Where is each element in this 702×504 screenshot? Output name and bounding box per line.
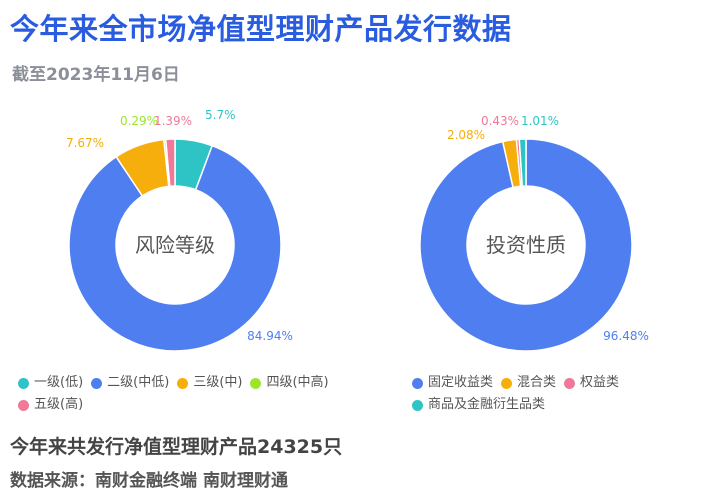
legend-item-0-2[interactable]: 三级(中) (177, 372, 242, 394)
legend-item-0-0[interactable]: 一级(低) (18, 372, 83, 394)
donut-slice-1-0 (419, 138, 633, 352)
source-label: 数据来源： (10, 471, 95, 491)
legend-dot-icon (91, 377, 103, 389)
legend-dot-icon (18, 399, 29, 411)
legend-dot-icon (177, 377, 189, 389)
legend-dot-icon (564, 377, 576, 389)
donut-slice-1-3 (518, 138, 527, 187)
legend-dot-icon (412, 399, 423, 411)
chart-investment-type: 96.48% 2.08%0.43% 1.01% 投资性质 (419, 114, 649, 352)
slice-label-1-0: 96.48% (603, 329, 649, 343)
slice-label-1-3: 1.01% (521, 114, 559, 128)
slice-label-0-0: 5.7% (205, 108, 236, 122)
legend-item-0-1[interactable]: 二级(中低) (91, 372, 169, 394)
legend-label: 权益类 (580, 375, 620, 390)
legend-label: 四级(中高) (266, 375, 329, 390)
summary-text: 今年来共发行净值型理财产品24325只 (10, 436, 343, 458)
source-text: 数据来源：南财金融终端 南财理财通 (10, 466, 294, 491)
legend-dot-icon (18, 377, 29, 389)
legend-dot-icon (501, 377, 513, 389)
legend-label: 混合类 (517, 375, 557, 390)
slice-label-0-4: 1.39% (154, 114, 192, 128)
legend-risk-level: 一级(低) 二级(中低) 三级(中) 四级(中高) 五级(高) (18, 372, 358, 416)
slice-label-1-1: 2.08% (447, 128, 485, 142)
chart-risk-level: 5.7% 84.94% 7.67% 0.29%1.39% 风险等级 (66, 108, 293, 352)
donut-slice-0-1 (68, 144, 282, 352)
legend-label: 固定收益类 (428, 375, 494, 390)
page-title: 今年来全市场净值型理财产品发行数据 (10, 12, 512, 46)
slice-label-0-3: 0.29% (120, 114, 158, 128)
source-1: 南财金融终端 (95, 471, 197, 491)
legend-item-1-1[interactable]: 混合类 (501, 372, 556, 394)
legend-item-0-4[interactable]: 五级(高) (18, 394, 83, 416)
center-label-1: 投资性质 (486, 233, 566, 257)
legend-item-1-3[interactable]: 商品及金融衍生品类 (412, 394, 545, 416)
slice-label-0-2: 7.67% (66, 136, 104, 150)
legend-dot-icon (250, 377, 262, 389)
slice-label-0-1: 84.94% (247, 329, 293, 343)
source-2: 南财理财通 (203, 471, 288, 491)
legend-label: 三级(中) (193, 375, 243, 390)
page-subtitle: 截至2023年11月6日 (12, 65, 180, 85)
legend-investment-type: 固定收益类 混合类 权益类商品及金融衍生品类 (412, 372, 692, 416)
slice-label-1-2: 0.43% (481, 114, 519, 128)
legend-item-0-3[interactable]: 四级(中高) (250, 372, 329, 394)
legend-dot-icon (412, 377, 423, 389)
donut-charts: 5.7% 84.94% 7.67% 0.29%1.39% 风险等级 96.48% 2.08… (66, 108, 649, 352)
legend-label: 五级(高) (34, 397, 84, 412)
legend-item-1-2[interactable]: 权益类 (564, 372, 619, 394)
legend-label: 商品及金融衍生品类 (428, 397, 546, 412)
legend-label: 一级(低) (34, 375, 84, 390)
donut-slice-0-4 (164, 138, 176, 188)
center-label-0: 风险等级 (135, 233, 215, 257)
legend-item-1-0[interactable]: 固定收益类 (412, 372, 493, 394)
legend-label: 二级(中低) (107, 375, 170, 390)
